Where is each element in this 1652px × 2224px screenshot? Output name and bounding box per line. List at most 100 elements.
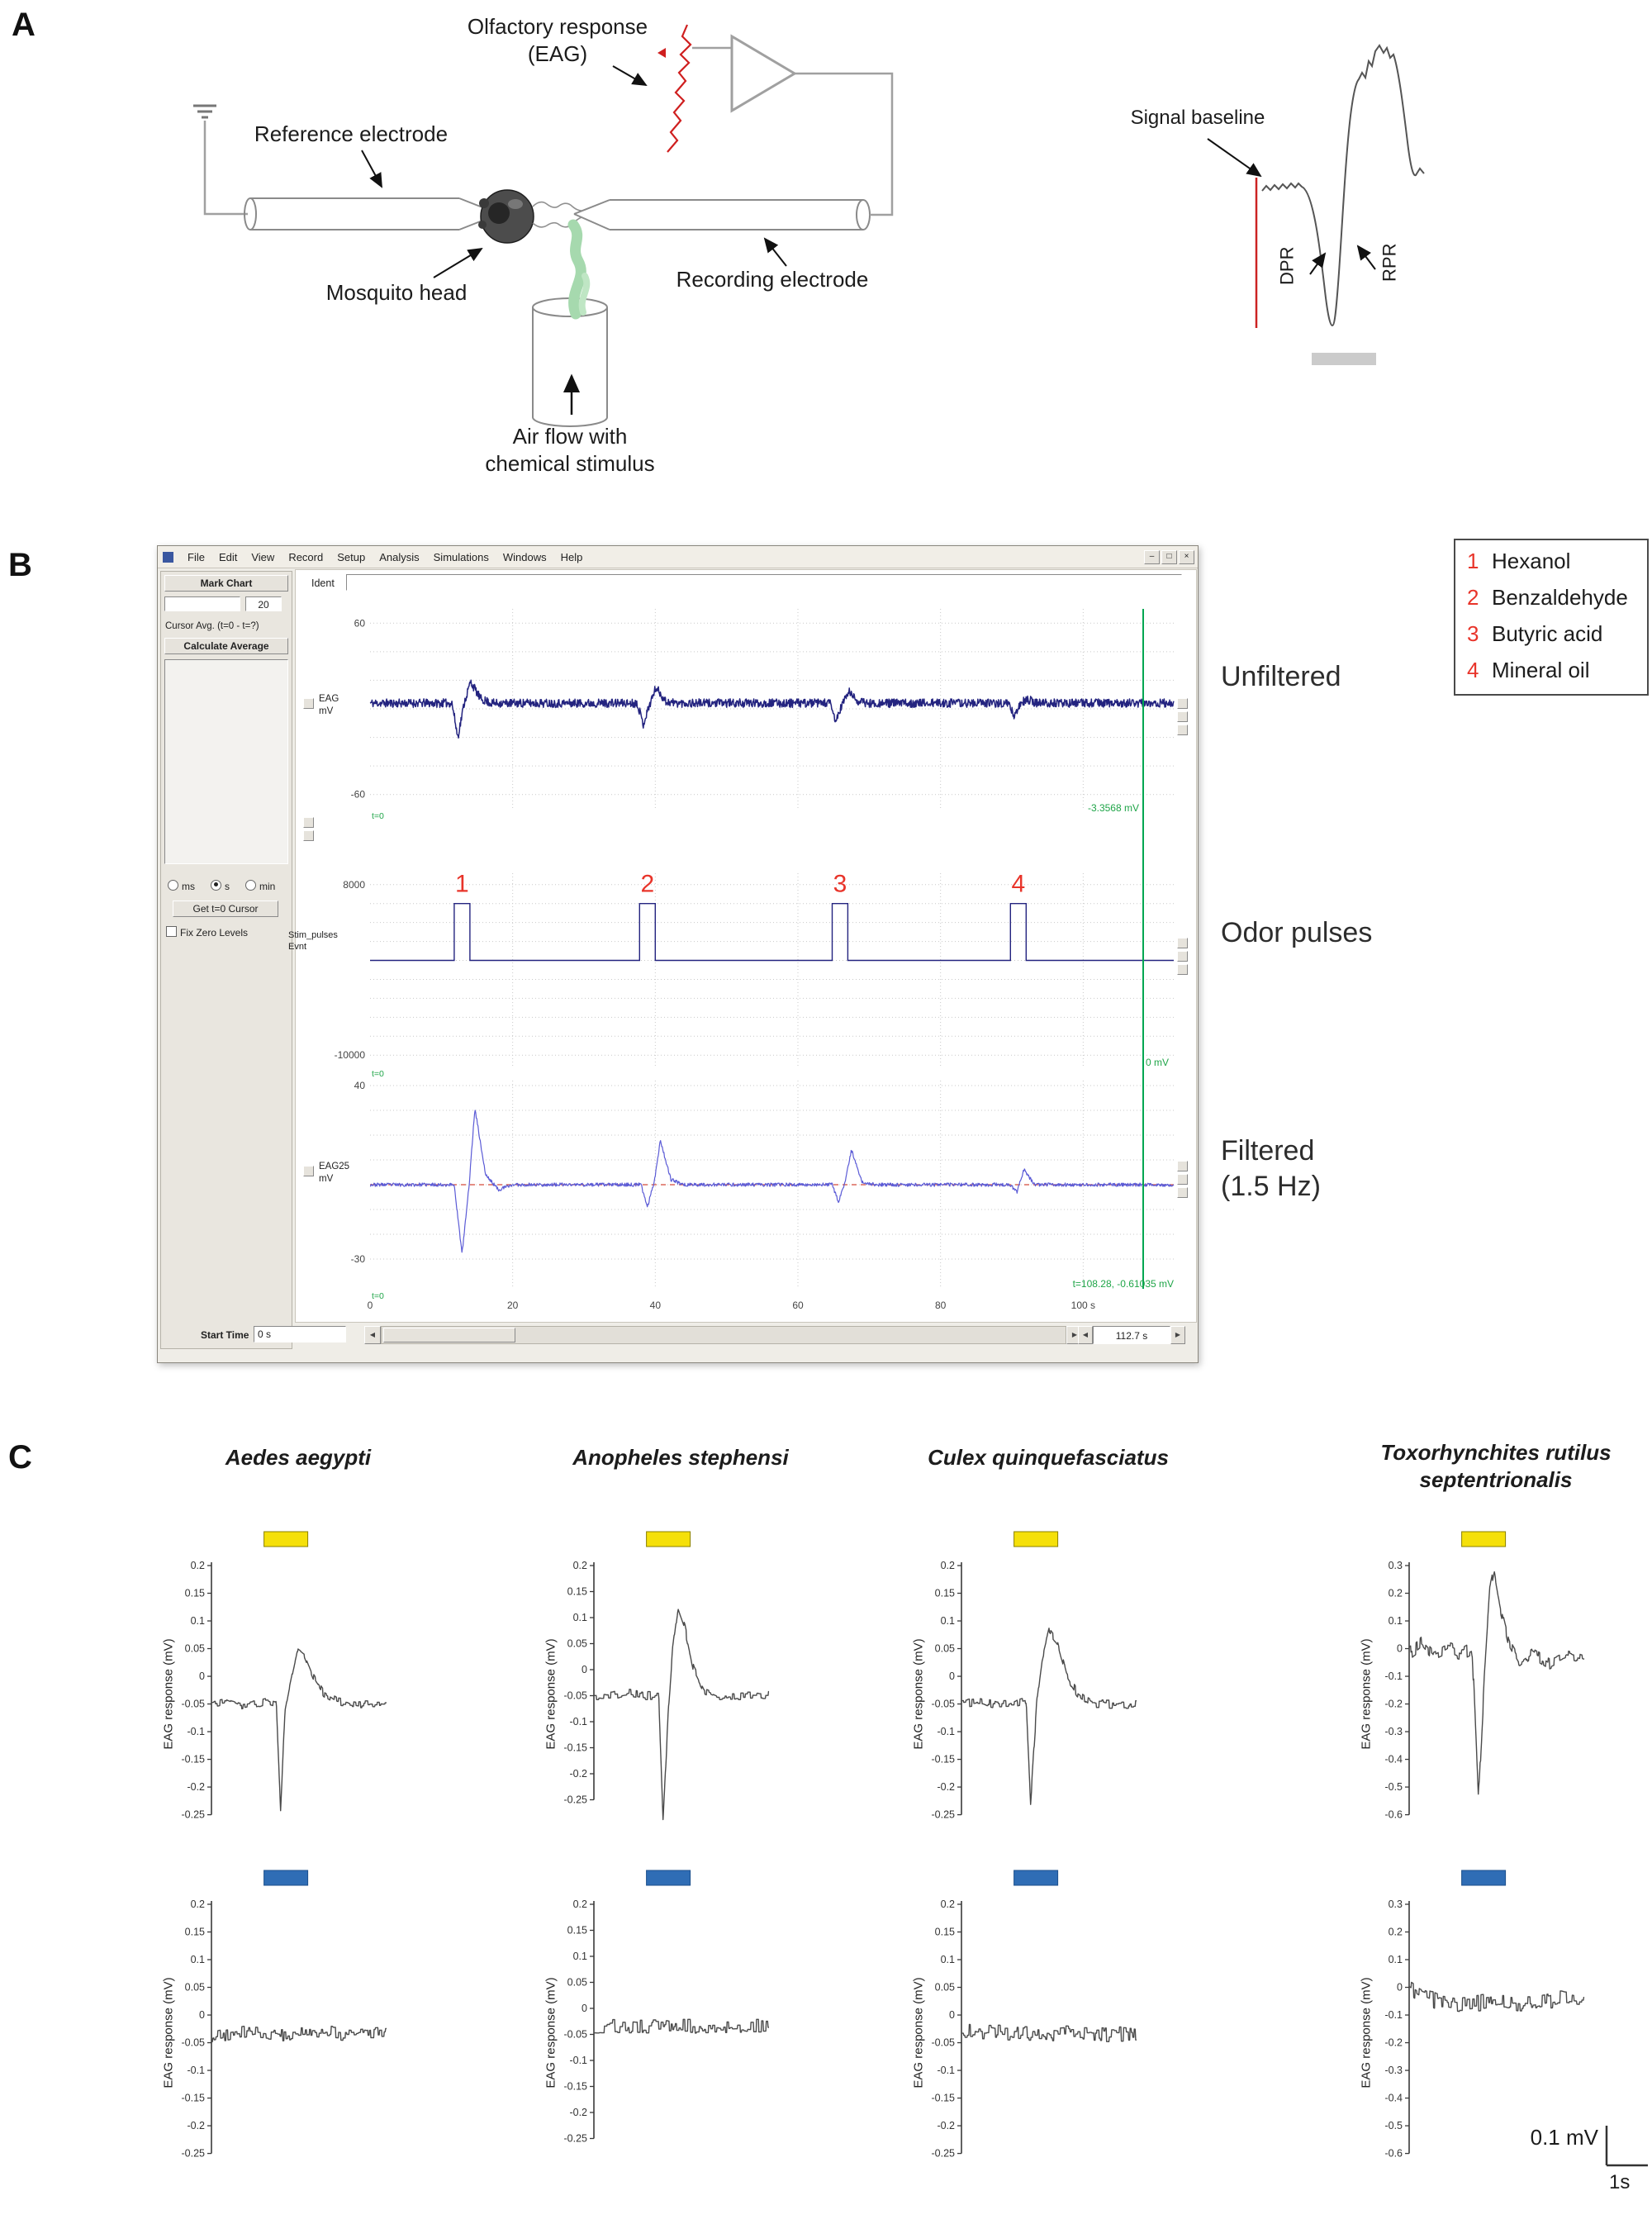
legend-row: 4 Mineral oil <box>1467 658 1590 683</box>
y-tick-label: 0 <box>949 2009 955 2021</box>
scale-button[interactable] <box>303 817 314 828</box>
unfiltered-chart[interactable]: 60 -60 t=0 <box>331 601 1187 825</box>
y-tick-label: -0.3 <box>1384 2065 1403 2076</box>
y-tick-label: -0.2 <box>937 2120 955 2131</box>
signal-trace <box>1408 1571 1585 1795</box>
y-tick-label: 0.2 <box>1389 1927 1403 1938</box>
legend-row: 3 Butyric acid <box>1467 621 1602 647</box>
start-time-field[interactable]: 0 s <box>254 1326 346 1342</box>
y-tick-label: 0.2 <box>191 1898 205 1910</box>
menu-view[interactable]: View <box>251 550 275 563</box>
mark-chart-input[interactable] <box>164 596 240 611</box>
channel2-control-button[interactable] <box>1177 938 1188 948</box>
y-tick-label: 0 <box>949 1670 955 1682</box>
dpr-label: DPR <box>1276 246 1298 285</box>
anopheles-control-chart: 0.2 0.15 0.1 0.05 0 -0.05 -0.1 -0.15 -0.2 -0.25 <box>564 1870 770 2145</box>
mark-chart-button[interactable]: Mark Chart <box>164 575 288 592</box>
species-title-culex: Culex quinquefasciatus <box>928 1445 1169 1470</box>
channel1-control-button[interactable] <box>1177 725 1188 735</box>
channel2-control-button[interactable] <box>1177 964 1188 975</box>
y-tick-label: -0.2 <box>1384 1699 1403 1710</box>
mark-count-field[interactable]: 20 <box>245 596 282 611</box>
minimize-button[interactable]: – <box>1144 550 1160 564</box>
y-tick-label: 0.1 <box>1389 1615 1403 1627</box>
legend-number: 1 <box>1467 549 1479 573</box>
unit-radio-min[interactable]: min <box>245 879 275 894</box>
close-button[interactable]: × <box>1179 550 1194 564</box>
filtered-chart[interactable]: 40 -30 0 20 40 60 80 100 s t=0 <box>331 1073 1187 1318</box>
y-tick-label: -0.15 <box>564 1742 588 1754</box>
reference-arrow <box>361 150 382 188</box>
y-tick-label: 0.15 <box>567 1586 587 1598</box>
menu-edit[interactable]: Edit <box>218 550 238 563</box>
menu-simulations[interactable]: Simulations <box>433 550 489 563</box>
channel3-control-button[interactable] <box>1177 1161 1188 1171</box>
time-scrollbar[interactable] <box>381 1326 1066 1344</box>
y-tick-label: 0 <box>582 2003 587 2014</box>
radio-s-icon <box>211 880 221 891</box>
channel1-control-button[interactable] <box>1177 698 1188 709</box>
menu-setup[interactable]: Setup <box>337 550 366 563</box>
culex-odor-chart: 0.2 0.15 0.1 0.05 0 -0.05 -0.1 -0.15 -0.2 -0.25 <box>932 1531 1137 1821</box>
y-tick-label: 0.15 <box>185 1927 205 1938</box>
y-tick-label: 0.05 <box>935 1982 955 1994</box>
channel3-control-button[interactable] <box>1177 1187 1188 1198</box>
restore-button[interactable]: □ <box>1161 550 1177 564</box>
y-tick-label: -0.05 <box>564 2029 588 2041</box>
unit-radio-s[interactable]: s <box>211 879 230 894</box>
y-axis-label: EAG response (mV) <box>544 1977 558 2089</box>
reference-electrode-label: Reference electrode <box>254 121 449 146</box>
channel3-control-button[interactable] <box>1177 1174 1188 1185</box>
y-tick-label: -0.05 <box>932 1699 956 1710</box>
t0-label: t=0 <box>372 811 384 821</box>
app-icon <box>163 551 173 563</box>
scrollbar-thumb[interactable] <box>383 1328 515 1342</box>
rpr-arrow <box>1356 245 1376 270</box>
pulse-number: 2 <box>641 871 655 898</box>
channel1-control-button[interactable] <box>1177 711 1188 722</box>
y-tick-label: 0 <box>1397 1982 1403 1994</box>
y-tick-label: 0.15 <box>567 1925 587 1936</box>
channel3-button[interactable] <box>303 1166 314 1176</box>
y-tick-label: -0.15 <box>932 2093 956 2104</box>
y-tick-label: 60 <box>354 617 366 629</box>
unit-radio-ms[interactable]: ms <box>168 879 195 894</box>
menu-file[interactable]: File <box>188 550 205 563</box>
aedes-odor-chart: 0.2 0.15 0.1 0.05 0 -0.05 -0.1 -0.15 -0.2 -0.25 <box>182 1531 387 1821</box>
menu-record[interactable]: Record <box>288 550 324 563</box>
average-listbox[interactable] <box>164 659 288 864</box>
calculate-average-button[interactable]: Calculate Average <box>164 638 288 654</box>
y-tick-label: 40 <box>354 1080 366 1091</box>
window-length-increase-button[interactable]: ▶ <box>1170 1326 1185 1344</box>
scroll-left-button[interactable]: ◀ <box>364 1326 381 1344</box>
menu-windows[interactable]: Windows <box>502 550 547 563</box>
voltage-scale-label: 0.1 mV <box>1530 2125 1598 2150</box>
signal-trace <box>1408 1981 1585 2013</box>
y-tick-label: 0.2 <box>573 1898 587 1910</box>
fix-zero-checkbox[interactable]: Fix Zero Levels <box>166 925 248 940</box>
ident-input[interactable] <box>346 574 1182 591</box>
channel1-button[interactable] <box>303 698 314 709</box>
scale-bar <box>1605 2126 1648 2167</box>
y-tick-label: -0.6 <box>1384 1809 1403 1821</box>
y-tick-label: -0.25 <box>182 1809 206 1821</box>
menu-help[interactable]: Help <box>560 550 583 563</box>
window-length-decrease-button[interactable]: ◀ <box>1078 1326 1093 1344</box>
get-cursor-button[interactable]: Get t=0 Cursor <box>173 901 278 917</box>
cursor-line[interactable] <box>1142 609 1144 1289</box>
menu-analysis[interactable]: Analysis <box>379 550 420 563</box>
y-tick-label: -0.2 <box>937 1781 955 1793</box>
y-tick-label: 0.2 <box>1389 1588 1403 1599</box>
pulse-number: 1 <box>455 871 469 898</box>
scale-button[interactable] <box>303 830 314 841</box>
y-tick-label: -0.4 <box>1384 1754 1403 1765</box>
odor-pulses-chart[interactable]: 8000 -10000 t=0 1 2 3 4 <box>331 867 1187 1083</box>
time-scale-label: 1s <box>1609 2171 1631 2193</box>
window-length-field[interactable]: 112.7 s <box>1093 1326 1170 1344</box>
x-tick-label: 60 <box>792 1300 804 1311</box>
y-tick-label: -0.05 <box>182 2037 206 2049</box>
channel2-control-button[interactable] <box>1177 951 1188 962</box>
y-axis-label: EAG response (mV) <box>911 1977 926 2089</box>
y-tick-label: -0.1 <box>187 1726 205 1737</box>
x-tick-label: 40 <box>650 1300 662 1311</box>
